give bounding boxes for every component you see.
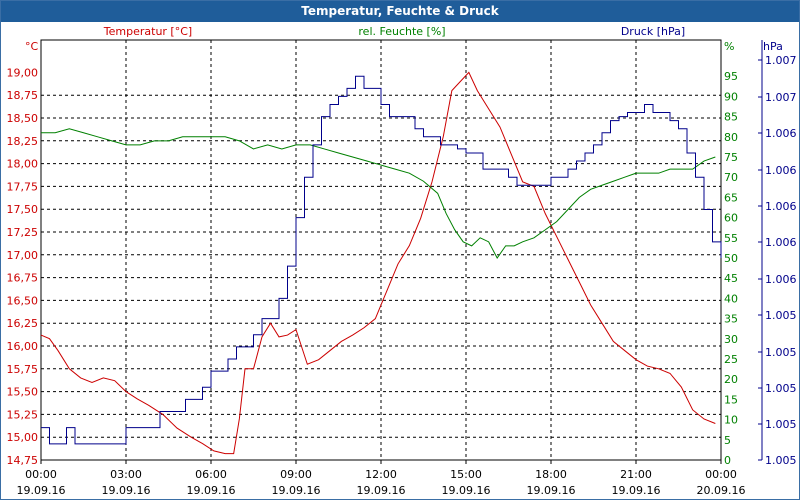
y-tick-right: 30 [724,333,738,346]
y-tick-right: 15 [724,393,738,406]
y-tick-left: 17,00 [7,249,39,262]
x-tick-time: 00:00 [25,468,57,481]
y-tick-left: 16,50 [7,294,39,307]
y-tick-right: 80 [724,131,738,144]
x-tick-date: 19.09.16 [357,484,406,497]
x-tick-date: 19.09.16 [612,484,661,497]
x-tick-time: 06:00 [195,468,227,481]
y-tick-left: 18,25 [7,135,39,148]
y-tick-far-right: 1.005 [765,309,797,322]
y-tick-far-right: 1.006 [765,200,797,213]
y-tick-right: 75 [724,151,738,164]
y-tick-left: 16,00 [7,340,39,353]
y-tick-far-right: 1.006 [765,236,797,249]
y-tick-left: 18,50 [7,112,39,125]
y-tick-right: 85 [724,111,738,124]
y-tick-right: 40 [724,292,738,305]
y-tick-left: 15,50 [7,386,39,399]
y-tick-left: 18,75 [7,89,39,102]
y-tick-left: 17,75 [7,180,39,193]
y-tick-far-right: 1.005 [765,454,797,467]
series-line-temperature [40,71,716,455]
y-tick-right: 50 [724,252,738,265]
y-tick-far-right: 1.007 [765,91,797,104]
series-line-humidity [41,128,716,259]
y-tick-far-right: 1.006 [765,127,797,140]
x-tick-time: 21:00 [620,468,652,481]
y-tick-right: 60 [724,212,738,225]
legend-temperature: Temperatur [°C] [103,25,192,38]
y-tick-right: 90 [724,90,738,103]
y-tick-far-right: 1.006 [765,273,797,286]
y-tick-right: 0 [724,454,731,467]
y-tick-left: 15,25 [7,408,39,421]
y-tick-right: 5 [724,434,731,447]
far-right-axis-unit: hPa [763,40,783,53]
y-tick-left: 17,25 [7,226,39,239]
x-tick-date: 19.09.16 [527,484,576,497]
y-tick-far-right: 1.007 [765,54,797,67]
legend-pressure: Druck [hPa] [621,25,685,38]
x-tick-time: 00:00 [705,468,737,481]
y-tick-right: 45 [724,272,738,285]
x-tick-date: 19.09.16 [272,484,321,497]
x-tick-time: 03:00 [110,468,142,481]
y-tick-far-right: 1.005 [765,346,797,359]
y-tick-right: 35 [724,313,738,326]
y-tick-far-right: 1.005 [765,418,797,431]
x-tick-date: 19.09.16 [102,484,151,497]
y-tick-left: 19,00 [7,66,39,79]
y-tick-left: 18,00 [7,158,39,171]
y-tick-left: 16,75 [7,272,39,285]
y-tick-right: 55 [724,232,738,245]
window-title: Temperatur, Feuchte & Druck [1,1,799,22]
y-tick-right: 95 [724,70,738,83]
y-tick-left: 16,25 [7,317,39,330]
y-tick-right: 70 [724,171,738,184]
left-axis-unit: °C [25,40,39,53]
x-tick-date: 20.09.16 [697,484,746,497]
y-tick-left: 15,00 [7,431,39,444]
y-tick-left: 14,75 [7,454,39,467]
y-tick-right: 25 [724,353,738,366]
y-tick-far-right: 1.006 [765,164,797,177]
y-tick-right: 10 [724,414,738,427]
y-tick-left: 17,50 [7,203,39,216]
x-tick-time: 15:00 [450,468,482,481]
x-tick-date: 19.09.16 [187,484,236,497]
y-tick-far-right: 1.005 [765,382,797,395]
legend-humidity: rel. Feuchte [%] [358,25,445,38]
x-tick-time: 18:00 [535,468,567,481]
y-tick-right: 65 [724,191,738,204]
y-tick-right: 20 [724,373,738,386]
x-tick-date: 19.09.16 [17,484,66,497]
y-tick-left: 15,75 [7,363,39,376]
x-tick-time: 09:00 [280,468,312,481]
right-axis-unit: % [724,40,734,53]
x-tick-time: 12:00 [365,468,397,481]
series-line-pressure [41,75,722,445]
x-tick-date: 19.09.16 [442,484,491,497]
